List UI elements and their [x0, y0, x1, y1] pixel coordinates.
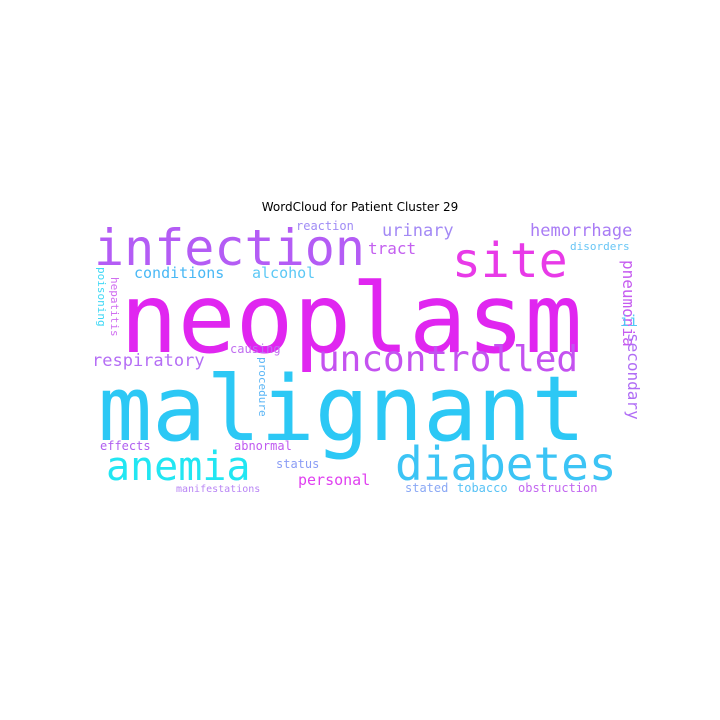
word-tract: tract — [368, 239, 417, 258]
word-secondary: secondary — [624, 333, 643, 420]
word-obstruction: obstruction — [518, 481, 598, 495]
word-poisoning: poisoning — [95, 267, 108, 327]
word-urinary: urinary — [382, 221, 454, 241]
word-conditions: conditions — [134, 264, 225, 282]
word-procedure: procedure — [256, 357, 269, 417]
word-effects: effects — [100, 439, 151, 453]
word-abnormal: abnormal — [234, 439, 292, 453]
word-reaction: reaction — [296, 219, 354, 233]
word-status: status — [276, 457, 320, 471]
word-manifestations: manifestations — [176, 484, 261, 495]
word-neoplasm: neoplasm — [120, 263, 583, 375]
word-ii: ii — [620, 312, 639, 330]
word-stated: stated — [405, 481, 449, 495]
word-disorders: disorders — [570, 240, 630, 253]
word-site: site — [452, 233, 568, 289]
chart-title: WordCloud for Patient Cluster 29 — [261, 200, 459, 214]
word-diabetes: diabetes — [395, 437, 617, 491]
word-cloud: neoplasm malignant infection site uncont… — [90, 215, 643, 500]
word-personal: personal — [298, 471, 371, 489]
word-malignant: malignant — [98, 357, 586, 462]
word-respiratory: respiratory — [92, 351, 205, 371]
word-infection: infection — [94, 219, 365, 277]
word-anemia: anemia — [106, 444, 251, 490]
word-hepatitis: hepatitis — [108, 277, 121, 337]
word-tobacco: tobacco — [457, 481, 508, 495]
word-alcohol: alcohol — [252, 264, 316, 282]
word-causing: causing — [230, 342, 281, 356]
word-hemorrhage: hemorrhage — [530, 221, 633, 241]
word-uncontrolled: uncontrolled — [318, 339, 579, 380]
